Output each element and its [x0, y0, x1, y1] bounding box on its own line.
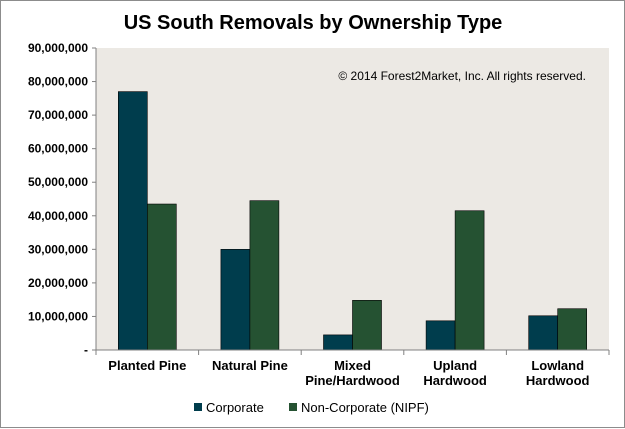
y-tick-label: 80,000,000 [28, 75, 88, 89]
bar-non-corporate [352, 300, 382, 351]
bar-corporate [323, 334, 353, 351]
bar-corporate [425, 320, 456, 351]
x-category-label: Pine/Hardwood [305, 373, 400, 388]
legend-swatch-corporate [194, 403, 202, 411]
y-tick-label: 40,000,000 [28, 209, 88, 223]
bar-corporate [118, 91, 148, 351]
bar-non-corporate [249, 200, 280, 351]
y-tick-label: 60,000,000 [28, 142, 88, 156]
y-tick-label: 30,000,000 [28, 242, 88, 256]
bar-corporate [220, 249, 251, 351]
chart-title: US South Removals by Ownership Type [124, 12, 503, 34]
x-category-label: Hardwood [526, 373, 590, 388]
x-category-label: Planted Pine [108, 358, 186, 373]
y-tick-label: 10,000,000 [28, 309, 88, 323]
bar-non-corporate [454, 210, 485, 351]
x-category-label: Natural Pine [212, 358, 288, 373]
plot-area [96, 48, 609, 350]
y-tick-label: 90,000,000 [28, 41, 88, 55]
y-tick-label: 70,000,000 [28, 108, 88, 122]
bar-corporate [528, 315, 559, 351]
y-tick-label: 20,000,000 [28, 276, 88, 290]
x-category-label: Hardwood [423, 373, 487, 388]
y-tick-label: - [84, 343, 88, 357]
y-tick-label: 50,000,000 [28, 175, 88, 189]
x-category-label: Lowland [531, 358, 584, 373]
bar-non-corporate [147, 203, 177, 351]
copyright-annotation: © 2014 Forest2Market, Inc. All rights re… [338, 69, 586, 83]
bar-non-corporate [557, 308, 588, 351]
legend-swatch-non-corporate [289, 403, 297, 411]
x-category-label: Upland [433, 358, 477, 373]
x-category-label: Mixed [334, 358, 371, 373]
legend-label-non-corporate: Non-Corporate (NIPF) [301, 400, 429, 415]
legend-label-corporate: Corporate [206, 400, 264, 415]
